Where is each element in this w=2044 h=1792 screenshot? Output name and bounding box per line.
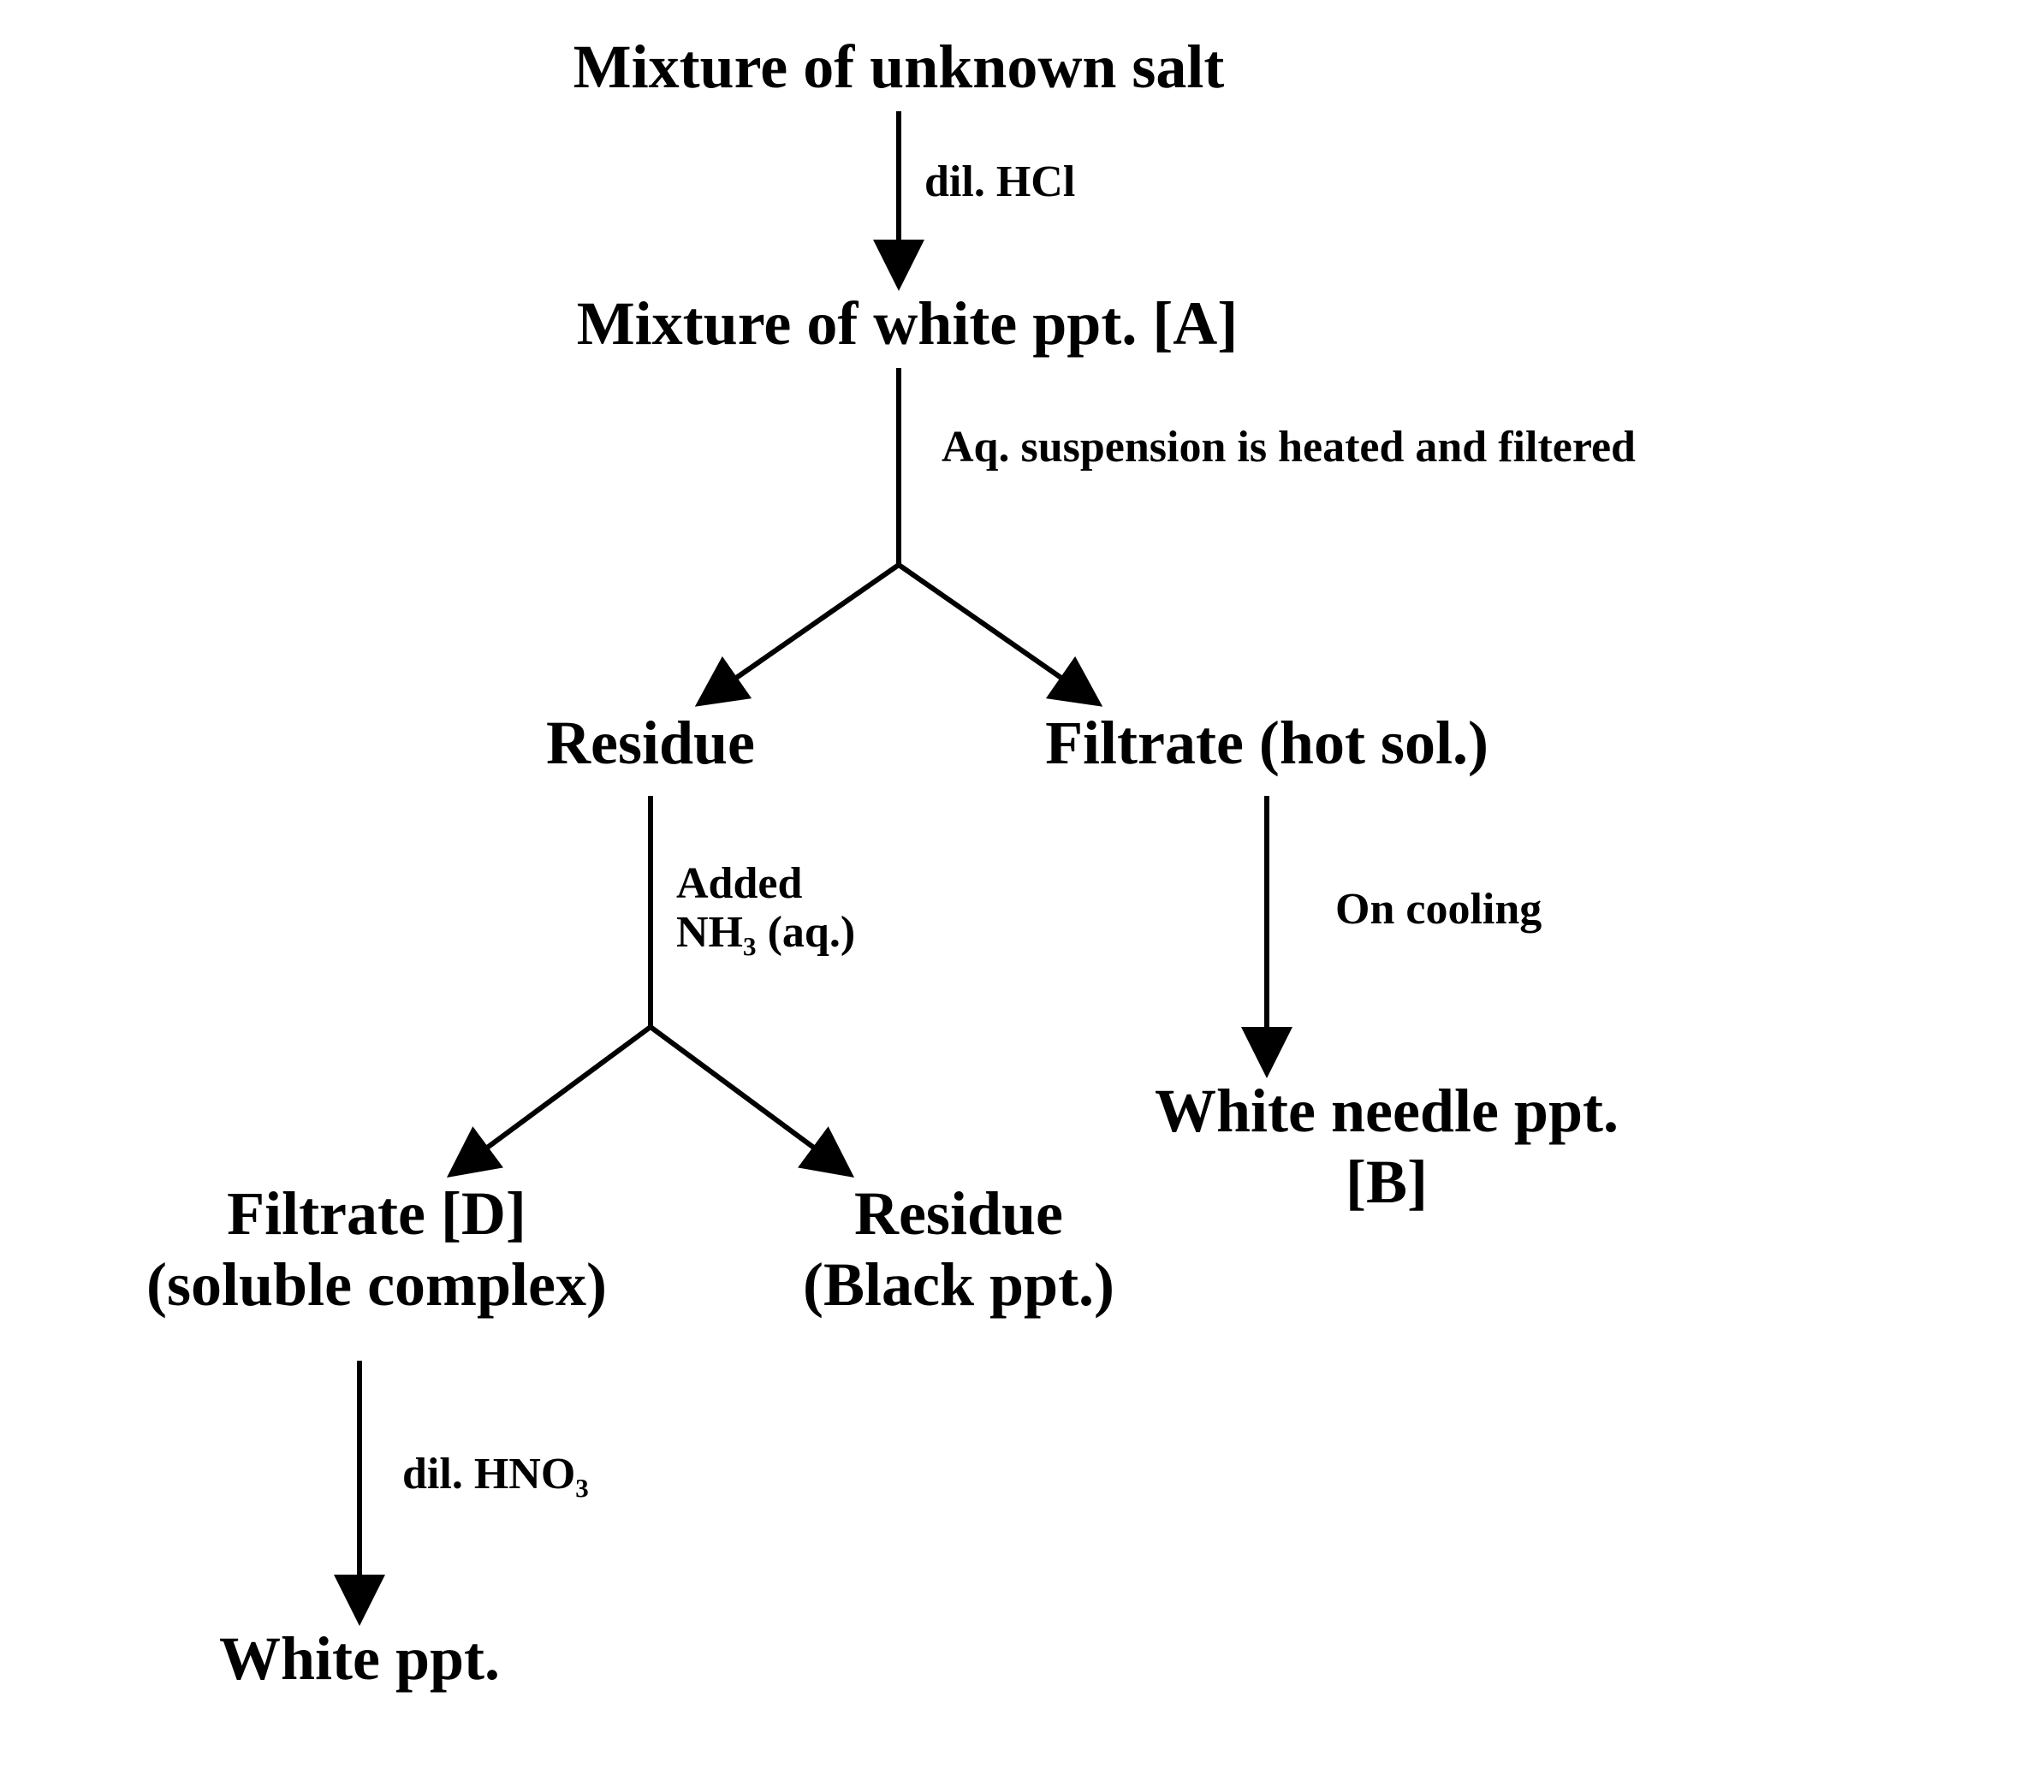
edge-label-on-cooling: On cooling (1335, 885, 1542, 934)
node-residue-1: Residue (546, 708, 755, 779)
arrow-layer (0, 0, 2044, 1792)
node-filtrate-hot: Filtrate (hot sol.) (1045, 708, 1488, 779)
edge-label-added-nh3: Added NH₃ (aq.) (676, 859, 855, 957)
node-white-needle-ppt-b: White needle ppt. [B] (1155, 1076, 1619, 1218)
node-residue-black: Residue (Black ppt.) (803, 1178, 1114, 1320)
edge-label-dil-hno3: dil. HNO₃ (402, 1450, 589, 1498)
edge-label-aq-suspension: Aq. suspension is heated and filtered (942, 423, 1636, 472)
node-white-ppt-a: Mixture of white ppt. [A] (577, 288, 1239, 359)
node-filtrate-d: Filtrate [D] (soluble complex) (146, 1178, 607, 1320)
flowchart-stage: Mixture of unknown salt Mixture of white… (0, 0, 2044, 1792)
edge-label-dil-hcl: dil. HCl (924, 157, 1075, 206)
node-white-ppt-final: White ppt. (219, 1623, 500, 1694)
node-mixture-unknown-salt: Mixture of unknown salt (573, 32, 1225, 103)
